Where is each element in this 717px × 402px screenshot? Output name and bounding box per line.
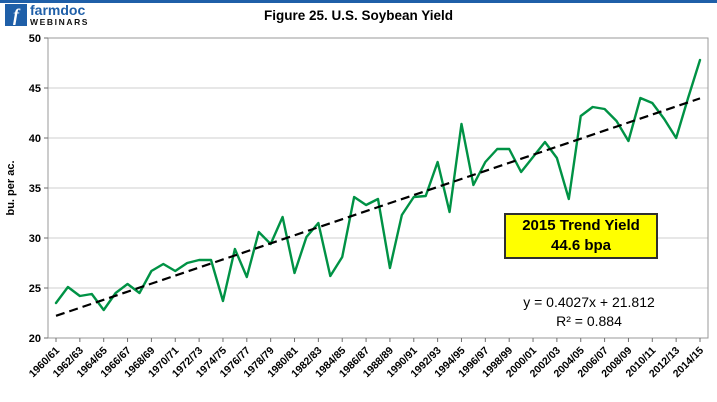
logo-name: farmdoc: [30, 2, 86, 18]
yield-series-line: [54, 58, 702, 312]
farmdoc-webinars-logo: f farmdoc WEBINARS: [5, 2, 90, 28]
farmdoc-logo-icon: f: [5, 4, 27, 26]
chart-title: Figure 25. U.S. Soybean Yield: [263, 8, 454, 23]
logo-text: farmdoc WEBINARS: [30, 2, 90, 28]
trend-yield-callout: 2015 Trend Yield 44.6 bpa: [504, 213, 658, 259]
y-tick-label: 30: [29, 233, 41, 245]
y-tick-label: 20: [29, 333, 41, 345]
y-tick-label: 45: [29, 83, 41, 95]
y-axis-title: bu. per ac.: [5, 160, 17, 215]
logo-subtitle: WEBINARS: [30, 17, 90, 27]
trend-line: [55, 97, 701, 317]
y-tick-label: 35: [29, 183, 41, 195]
trend-yield-callout-title: 2015 Trend Yield: [522, 217, 640, 234]
y-tick-label: 50: [29, 33, 41, 45]
trend-yield-callout-value: 44.6 bpa: [550, 237, 612, 254]
y-tick-label: 40: [29, 133, 41, 145]
r-squared-value: R² = 0.884: [556, 313, 622, 329]
regression-annotation: y = 0.4027x + 21.812 R² = 0.884: [468, 293, 710, 331]
y-tick-label: 25: [29, 283, 41, 295]
top-blue-rule: [0, 0, 717, 3]
regression-equation: y = 0.4027x + 21.812: [523, 294, 655, 310]
